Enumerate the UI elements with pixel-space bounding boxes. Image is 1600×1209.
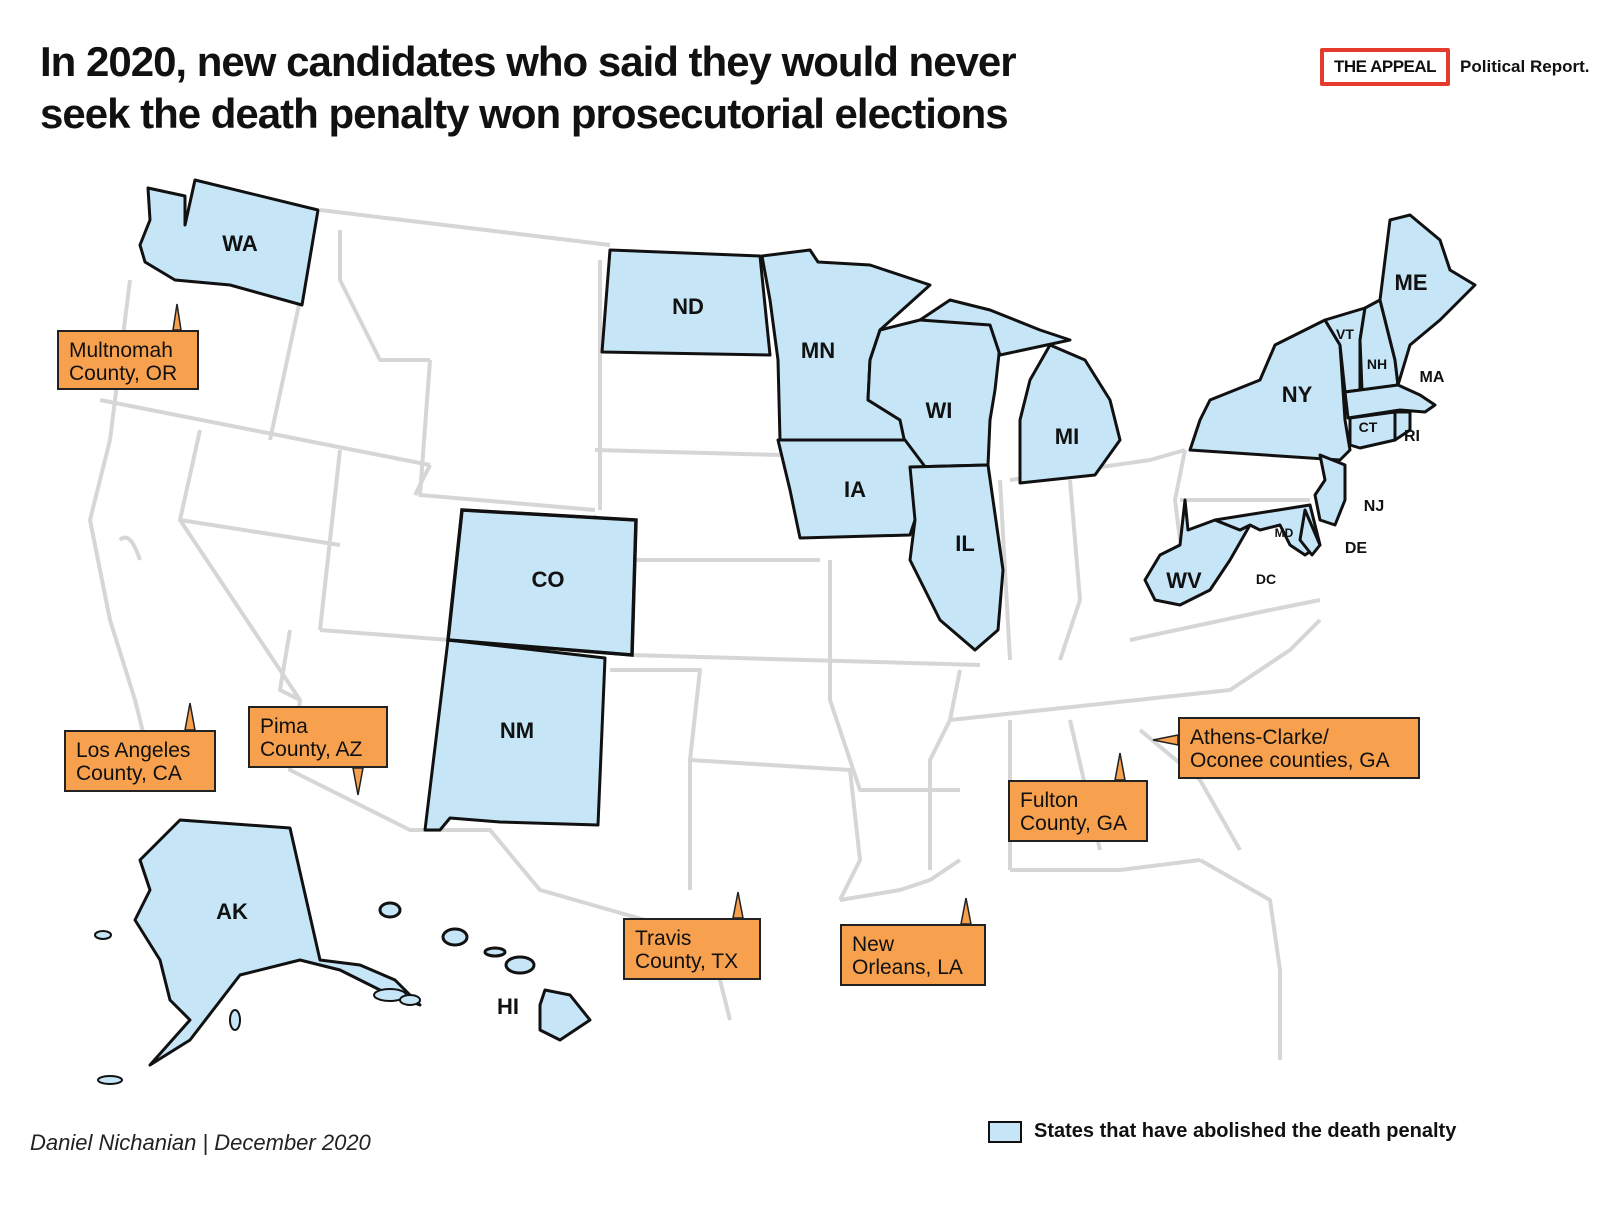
callout-los-angeles: Los Angeles County, CA — [64, 730, 216, 792]
political-report-label: Political Report. — [1460, 57, 1590, 76]
label-nd: ND — [672, 294, 704, 319]
state-ak — [133, 818, 422, 1067]
state-hi-big — [538, 988, 592, 1042]
gray-state-borders — [88, 208, 1322, 1060]
co-outline — [446, 508, 638, 657]
label-ia: IA — [844, 477, 866, 502]
map-title: In 2020, new candidates who said they wo… — [40, 36, 1220, 140]
label-dc: DC — [1256, 571, 1276, 587]
label-wv: WV — [1166, 568, 1202, 593]
state-me — [1378, 213, 1477, 387]
legend-swatch — [988, 1120, 1022, 1143]
state-mi — [1018, 343, 1122, 485]
label-ri: RI — [1404, 428, 1420, 445]
label-me: ME — [1395, 270, 1428, 295]
label-il: IL — [955, 531, 975, 556]
byline: Daniel Nichanian | December 2020 — [30, 1130, 371, 1155]
callout-multnomah: Multnomah County, OR — [57, 330, 199, 390]
title-line-1: In 2020, new candidates who said they wo… — [40, 38, 1017, 85]
callout-new-orleans: New Orleans, LA — [840, 924, 986, 986]
state-ct — [1348, 410, 1397, 450]
state-labels: WA ND MN ME VT NH MA NY CT RI WI MI IA I… — [216, 231, 1445, 1019]
legend-label: States that have abolished the death pen… — [1034, 1120, 1457, 1142]
label-mi: MI — [1055, 424, 1079, 449]
label-de: DE — [1345, 540, 1368, 557]
label-mn: MN — [801, 338, 835, 363]
state-hi-maui — [504, 955, 536, 975]
label-hi: HI — [497, 994, 519, 1019]
legend: States that have abolished the death pen… — [988, 1120, 1456, 1143]
label-co: CO — [532, 567, 565, 592]
label-ny: NY — [1282, 382, 1313, 407]
label-wi: WI — [926, 398, 953, 423]
label-ma: MA — [1420, 369, 1445, 386]
state-nj — [1313, 453, 1347, 527]
state-nd — [600, 248, 772, 357]
state-il — [908, 463, 1005, 652]
publisher-logo: THE APPEAL Political Report. — [1320, 44, 1589, 90]
title-line-2: seek the death penalty won prosecutorial… — [40, 90, 1009, 137]
ak-islands — [94, 930, 421, 1085]
the-appeal-logo: THE APPEAL — [1320, 48, 1451, 86]
state-ia — [776, 438, 937, 540]
callout-travis: Travis County, TX — [623, 918, 761, 980]
label-md: MD — [1275, 526, 1294, 540]
label-vt: VT — [1336, 326, 1354, 342]
label-ak: AK — [216, 899, 248, 924]
label-nh: NH — [1367, 356, 1387, 372]
state-mi-upper — [918, 298, 1072, 357]
state-ny — [1188, 318, 1352, 462]
state-md — [1213, 503, 1322, 557]
callout-fulton: Fulton County, GA — [1008, 780, 1148, 842]
state-wa — [138, 178, 320, 307]
label-nm: NM — [500, 718, 534, 743]
state-de — [1298, 508, 1322, 557]
label-wa: WA — [222, 231, 258, 256]
state-hi-kauai — [378, 901, 402, 919]
state-hi-oahu — [441, 927, 469, 947]
label-nj: NJ — [1364, 498, 1384, 515]
callout-athens-oconee: Athens-Clarke/ Oconee counties, GA — [1178, 717, 1420, 779]
state-nm — [423, 638, 607, 832]
state-hi-molokai — [483, 946, 507, 958]
label-ct: CT — [1359, 419, 1378, 435]
abolished-states — [133, 178, 1477, 1067]
state-ri — [1393, 410, 1412, 442]
callout-pima: Pima County, AZ — [248, 706, 388, 768]
